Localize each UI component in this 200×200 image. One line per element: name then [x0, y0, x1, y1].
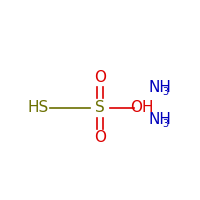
Text: HS: HS: [27, 100, 49, 116]
Text: S: S: [95, 100, 105, 116]
Text: NH: NH: [148, 80, 171, 96]
Text: OH: OH: [130, 100, 154, 116]
Text: O: O: [94, 130, 106, 146]
Text: 3: 3: [162, 87, 168, 97]
Text: 3: 3: [162, 119, 168, 129]
Text: O: O: [94, 71, 106, 86]
Text: NH: NH: [148, 112, 171, 128]
